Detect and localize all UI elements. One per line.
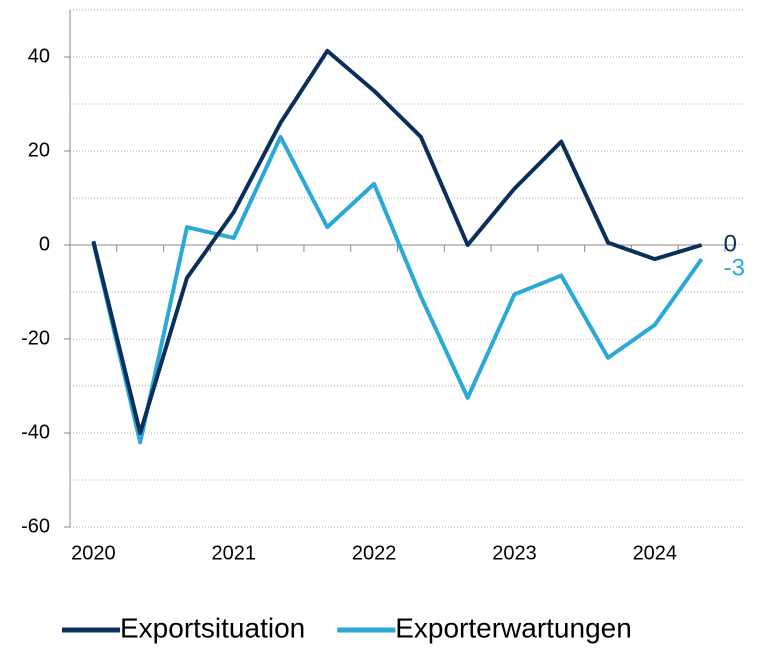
x-tick-label: 2022 (352, 542, 397, 564)
end-label: 0 (724, 230, 737, 257)
line-series (91, 48, 703, 435)
end-label: -3 (724, 254, 745, 281)
y-tick-label: -20 (21, 327, 50, 349)
y-tick-label: -60 (21, 515, 50, 537)
line-series (91, 134, 704, 445)
legend-label: Exporterwartungen (395, 612, 632, 643)
x-tick-label: 2020 (71, 542, 116, 564)
legend-label: Exportsituation (120, 612, 305, 643)
y-tick-label: 0 (39, 233, 50, 255)
y-tick-label: 20 (28, 139, 50, 161)
y-tick-label: -40 (21, 421, 50, 443)
x-tick-label: 2023 (492, 542, 537, 564)
y-tick-label: 40 (28, 45, 50, 67)
x-tick-label: 2021 (212, 542, 257, 564)
x-tick-label: 2024 (633, 542, 678, 564)
